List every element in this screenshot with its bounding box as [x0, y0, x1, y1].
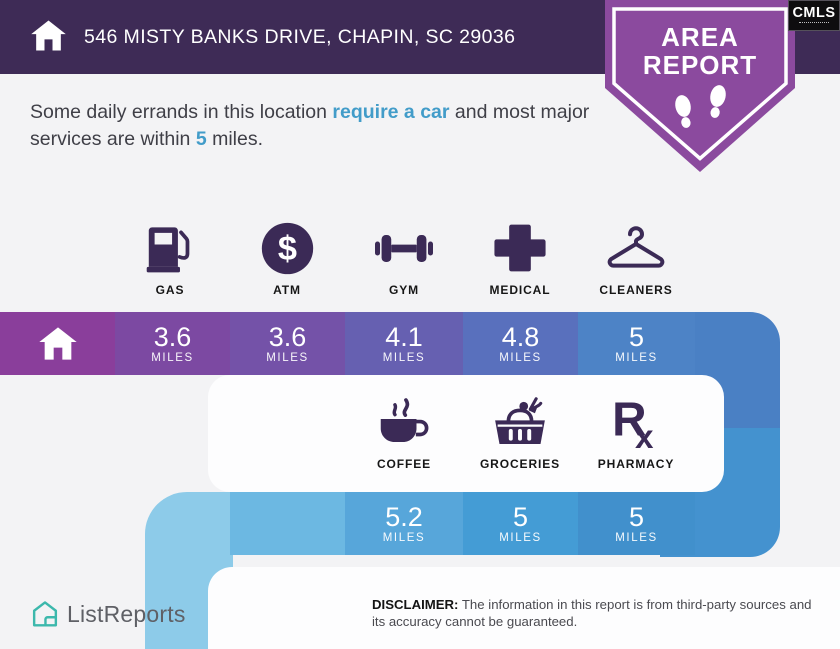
grocery-basket-icon [491, 392, 549, 452]
dumbbell-icon [375, 218, 433, 278]
amenity-label: MEDICAL [489, 283, 551, 297]
distance-unit: MILES [499, 532, 542, 544]
cmls-logo-subline [799, 21, 829, 26]
distance-value: 3.6 [268, 322, 307, 352]
distance-unit: MILES [151, 352, 194, 364]
area-report-badge: AREA REPORT [605, 0, 795, 172]
distance-cell-cleaners: 5 MILES [578, 312, 695, 375]
amenity-label: ATM [273, 283, 301, 297]
coffee-cup-icon [376, 392, 432, 452]
distance-cell-gym: 4.1 MILES [345, 312, 463, 375]
amenity-label: CLEANERS [599, 283, 673, 297]
distance-cell-groceries: 5 MILES [463, 492, 578, 555]
intro-highlight-car: require a car [332, 101, 450, 123]
distance-value: 5 [628, 502, 645, 532]
home-icon [38, 327, 77, 360]
distance-value: 5 [628, 322, 645, 352]
distance-cell-atm: 3.6 MILES [230, 312, 345, 375]
intro-part3: miles. [206, 128, 264, 150]
distance-cell-medical: 4.8 MILES [463, 312, 578, 375]
intro-text: Some daily errands in this location requ… [30, 99, 610, 153]
medical-cross-icon [494, 218, 546, 278]
svg-text:R: R [612, 395, 646, 447]
intro-part2: and most major services are within [30, 101, 590, 150]
distance-unit: MILES [266, 352, 309, 364]
footer-card [208, 567, 840, 649]
listreports-logo: ListReports [30, 599, 186, 629]
amenity-groceries: GROCERIES [462, 392, 578, 471]
distance-unit: MILES [382, 532, 426, 544]
cmls-logo-text: CMLS [792, 4, 836, 21]
header-address: 546 MISTY BANKS DRIVE, CHAPIN, SC 29036 [84, 25, 516, 48]
svg-text:$: $ [277, 229, 296, 267]
amenity-label: GYM [388, 283, 420, 297]
amenity-medical: MEDICAL [462, 218, 578, 297]
amenity-cleaners: CLEANERS [578, 218, 694, 297]
badge-title-line2: REPORT [642, 50, 758, 80]
amenity-label: COFFEE [376, 457, 432, 471]
hanger-icon [606, 218, 666, 278]
dollar-circle-icon: $ [260, 218, 315, 278]
distance-cell-empty [230, 492, 345, 555]
distance-value: 4.1 [385, 322, 423, 352]
cmls-logo: CMLS [788, 0, 840, 31]
distance-value: 3.6 [153, 322, 192, 352]
gas-pump-icon [145, 218, 195, 278]
distance-unit: MILES [499, 352, 542, 364]
distance-value: 4.8 [501, 322, 540, 352]
amenity-label: GAS [155, 283, 185, 297]
badge-title-line1: AREA [661, 22, 739, 52]
amenity-gym: GYM [346, 218, 462, 297]
distance-cell-gas: 3.6 MILES [115, 312, 230, 375]
distance-cell-home [0, 312, 115, 375]
distance-cell-pharmacy: 5 MILES [578, 492, 695, 555]
disclaimer-label: DISCLAIMER: [372, 597, 459, 612]
intro-part1: Some daily errands in this location [30, 101, 333, 123]
distance-unit: MILES [382, 352, 426, 364]
amenity-label: PHARMACY [597, 457, 675, 471]
distance-value: 5 [512, 502, 529, 532]
amenity-coffee: COFFEE [346, 392, 462, 471]
listreports-wordmark: ListReports [67, 600, 186, 627]
rx-icon: R x [611, 392, 661, 452]
svg-text:x: x [635, 419, 654, 449]
distance-cell-coffee: 5.2 MILES [345, 492, 463, 555]
amenity-label: GROCERIES [479, 457, 561, 471]
listreports-house-icon [32, 601, 58, 627]
footprints-icon [675, 85, 726, 128]
second-row-card [208, 375, 724, 492]
disclaimer-text: DISCLAIMER: The information in this repo… [372, 597, 812, 631]
distance-value: 5.2 [385, 502, 423, 532]
disclaimer-body: The information in this report is from t… [372, 597, 812, 629]
distance-unit: MILES [615, 352, 658, 364]
home-icon [30, 19, 67, 57]
amenity-pharmacy: R x PHARMACY [578, 392, 694, 471]
amenity-gas: GAS [112, 218, 228, 297]
badge-ribbon-shape [605, 0, 795, 172]
distance-unit: MILES [615, 532, 658, 544]
intro-highlight-miles: 5 [195, 128, 207, 150]
amenity-atm: $ ATM [229, 218, 345, 297]
